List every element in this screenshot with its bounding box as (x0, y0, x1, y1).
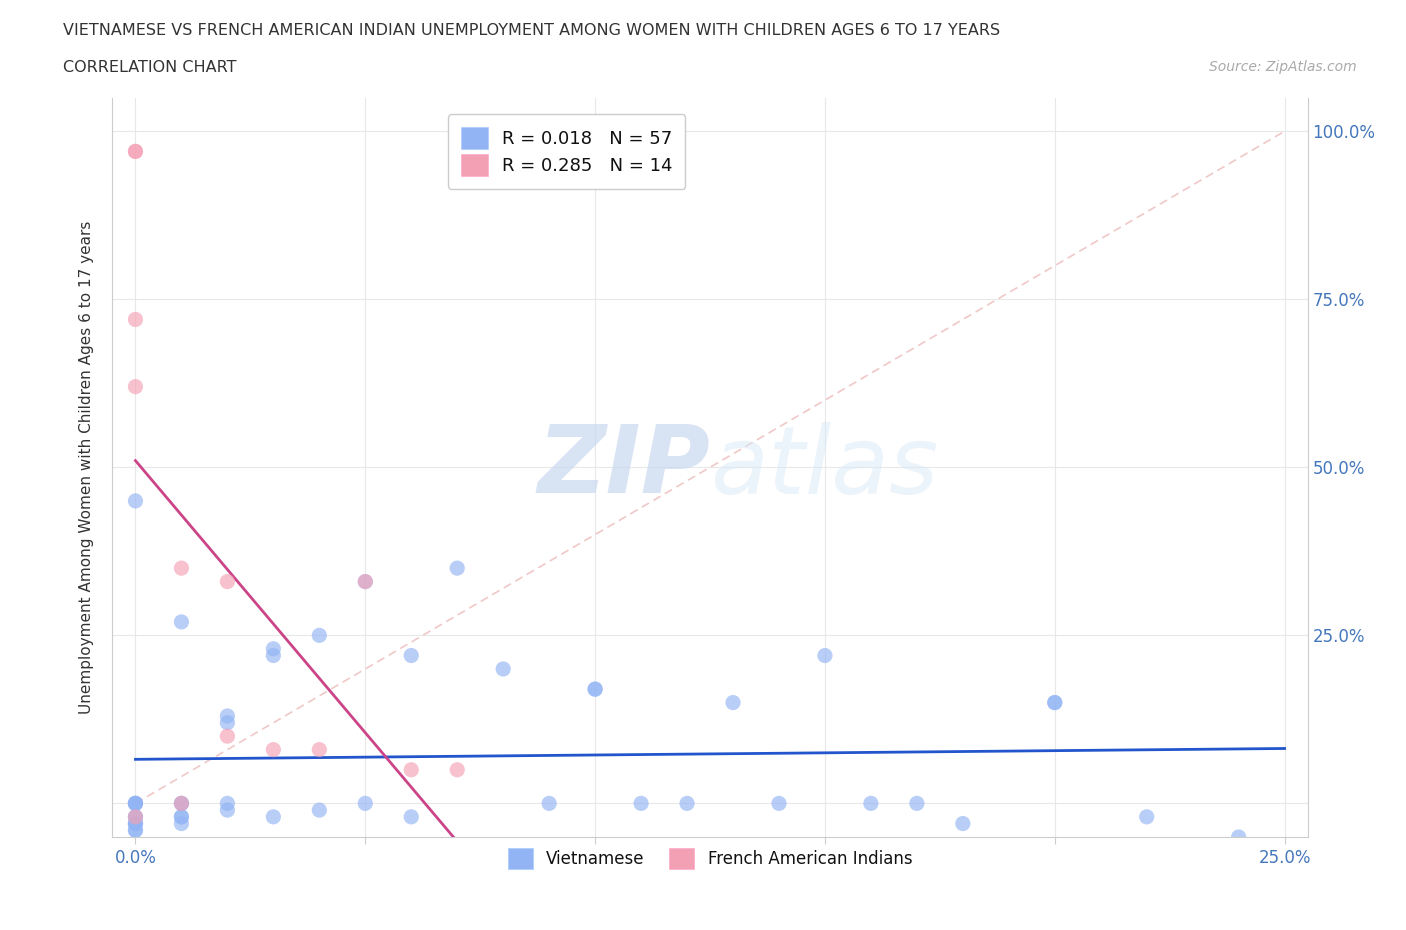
Point (170, 796, 193, 811)
Point (1043, 695, 1066, 710)
Point (124, 817, 146, 831)
Point (217, 796, 239, 811)
Point (170, 561, 193, 576)
Point (217, 715, 239, 730)
Point (721, 695, 744, 710)
Point (262, 809, 284, 824)
Point (768, 796, 790, 811)
Point (217, 709, 239, 724)
Point (262, 742, 284, 757)
Text: ZIP: ZIP (537, 421, 710, 513)
Point (124, 379, 146, 394)
Point (814, 648, 837, 663)
Point (401, 763, 423, 777)
Y-axis label: Unemployment Among Women with Children Ages 6 to 17 years: Unemployment Among Women with Children A… (79, 220, 94, 714)
Point (124, 796, 146, 811)
Point (170, 796, 193, 811)
Point (538, 796, 561, 811)
Point (354, 574, 377, 589)
Point (217, 803, 239, 817)
Point (262, 642, 284, 657)
Point (170, 796, 193, 811)
Point (583, 682, 606, 697)
Text: VIETNAMESE VS FRENCH AMERICAN INDIAN UNEMPLOYMENT AMONG WOMEN WITH CHILDREN AGES: VIETNAMESE VS FRENCH AMERICAN INDIAN UNE… (63, 23, 1001, 38)
Point (124, 796, 146, 811)
Point (859, 796, 882, 811)
Point (124, 796, 146, 811)
Text: CORRELATION CHART: CORRELATION CHART (63, 60, 236, 75)
Point (446, 763, 468, 777)
Point (583, 682, 606, 697)
Point (1227, 830, 1250, 844)
Point (401, 648, 423, 663)
Point (124, 312, 146, 327)
Point (124, 823, 146, 838)
Point (308, 628, 330, 643)
Point (1136, 809, 1159, 824)
Point (217, 574, 239, 589)
Point (124, 809, 146, 824)
Point (124, 494, 146, 509)
Point (170, 809, 193, 824)
Point (124, 144, 146, 159)
Point (492, 661, 515, 676)
Point (308, 742, 330, 757)
Point (1043, 695, 1066, 710)
Point (905, 796, 928, 811)
Point (401, 809, 423, 824)
Point (170, 615, 193, 630)
Point (170, 817, 193, 831)
Point (124, 144, 146, 159)
Point (676, 796, 699, 811)
Text: Source: ZipAtlas.com: Source: ZipAtlas.com (1209, 60, 1357, 74)
Point (124, 796, 146, 811)
Point (124, 809, 146, 824)
Point (354, 796, 377, 811)
Point (262, 648, 284, 663)
Point (217, 729, 239, 744)
Point (124, 817, 146, 831)
Point (124, 823, 146, 838)
Point (170, 809, 193, 824)
Point (952, 817, 974, 831)
Point (308, 803, 330, 817)
Point (354, 574, 377, 589)
Point (124, 809, 146, 824)
Point (630, 796, 652, 811)
Legend: Vietnamese, French American Indians: Vietnamese, French American Indians (496, 837, 924, 881)
Point (446, 561, 468, 576)
Text: atlas: atlas (710, 422, 938, 512)
Point (124, 817, 146, 831)
